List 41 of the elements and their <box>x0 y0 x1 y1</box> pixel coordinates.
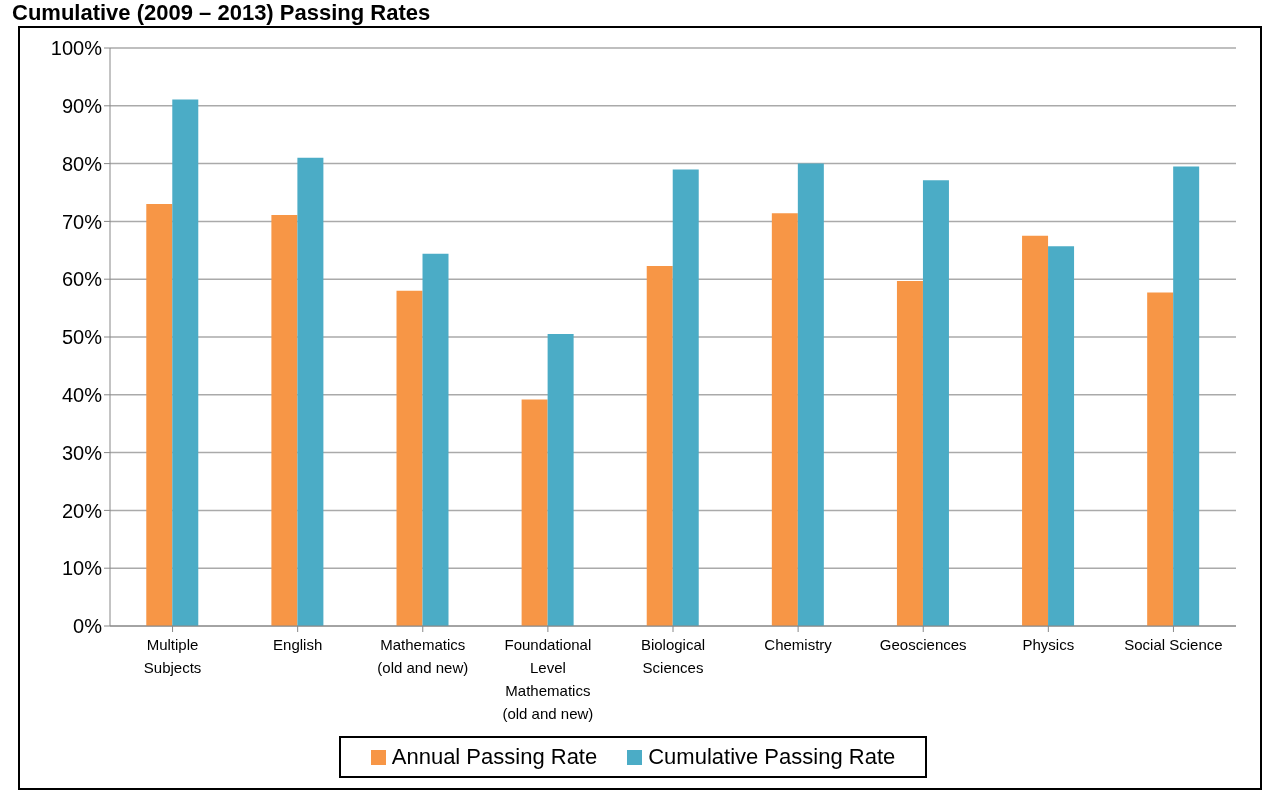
bar <box>146 204 173 626</box>
y-tick-label: 50% <box>61 326 103 349</box>
bar <box>672 169 699 626</box>
bar <box>1022 235 1049 626</box>
x-tick-label: Chemistry <box>764 636 833 653</box>
bar <box>1173 166 1200 626</box>
chart-title: Cumulative (2009 – 2013) Passing Rates <box>11 0 432 26</box>
x-tick-label: Geosciences <box>879 636 967 653</box>
legend-label: Cumulative Passing Rate <box>647 744 896 770</box>
y-tick-label: 0% <box>73 615 103 638</box>
y-tick-label: 40% <box>61 383 103 406</box>
x-tick-label: Social Science <box>1124 636 1223 653</box>
x-tick-label: Biological Sciences <box>640 636 706 676</box>
bar <box>521 399 548 626</box>
bar <box>1048 246 1075 626</box>
legend-label: Annual Passing Rate <box>390 744 598 770</box>
y-tick-label: 90% <box>61 94 103 117</box>
y-tick-label: 30% <box>61 441 103 464</box>
bar <box>547 334 574 626</box>
x-tick-label: Foundational Level Mathematics (old and new) <box>502 636 594 722</box>
x-tick-label: English <box>273 636 323 653</box>
bar <box>646 265 673 626</box>
bar <box>297 157 324 626</box>
bar <box>271 215 298 626</box>
bar <box>172 99 199 626</box>
x-tick-label: Mathematics (old and new) <box>377 636 469 676</box>
y-tick-label: 10% <box>61 557 103 580</box>
bar <box>422 253 449 626</box>
x-tick-label: Multiple Subjects <box>143 636 202 676</box>
y-tick-label: 100% <box>50 37 103 60</box>
y-tick-label: 80% <box>61 152 103 175</box>
bar <box>797 163 824 626</box>
bar <box>1147 292 1174 626</box>
bar <box>922 180 949 626</box>
x-tick-label: Physics <box>1022 636 1075 653</box>
bar <box>396 290 423 626</box>
bar <box>896 280 923 626</box>
y-tick-label: 70% <box>61 210 103 233</box>
y-tick-label: 60% <box>61 268 103 291</box>
bar <box>771 213 798 626</box>
y-tick-label: 20% <box>61 499 103 522</box>
